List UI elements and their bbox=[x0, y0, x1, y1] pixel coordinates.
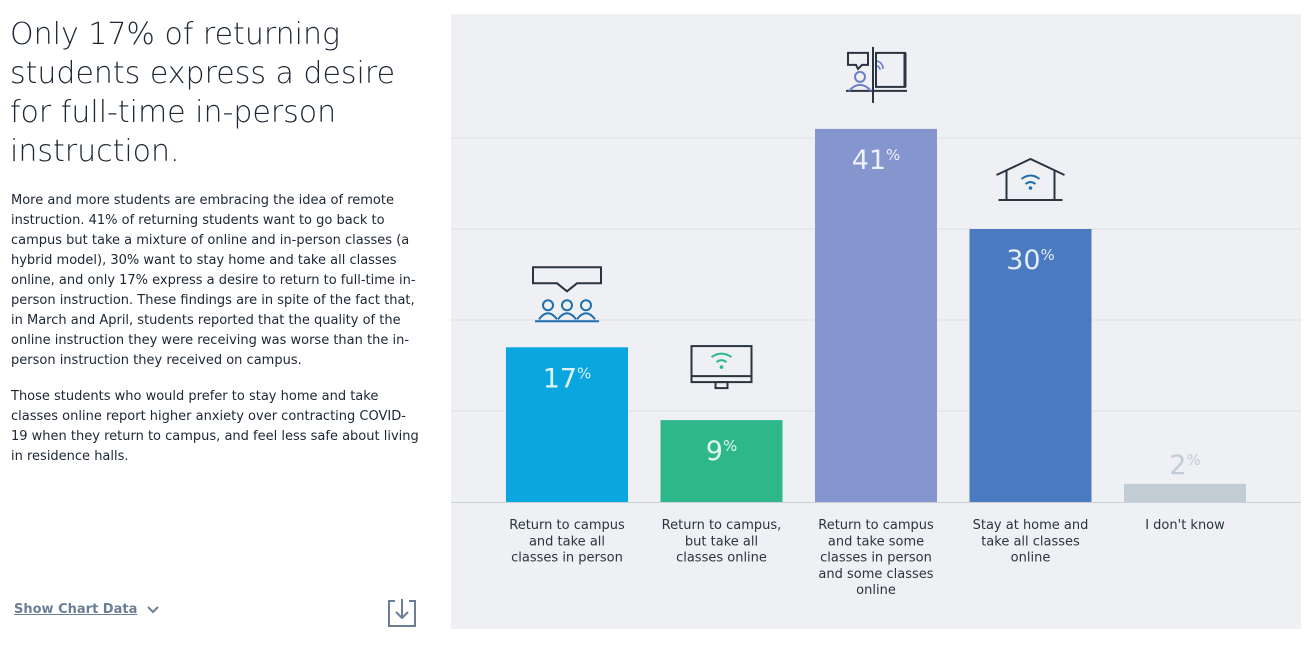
bar bbox=[969, 229, 1092, 502]
chevron-down-icon bbox=[147, 605, 160, 613]
bar bbox=[815, 128, 937, 502]
tick-label: I don't know bbox=[1145, 518, 1225, 533]
audience-icon bbox=[532, 266, 602, 323]
show-chart-data-label: Show Chart Data bbox=[14, 602, 138, 617]
tick-label: Return to campus, but take all classes onl… bbox=[662, 518, 782, 566]
text-panel: Only 17% of returning students express a… bbox=[0, 0, 440, 648]
body-paragraph-2: Those students who would prefer to stay … bbox=[11, 389, 419, 464]
hybrid-classroom-icon bbox=[846, 46, 907, 103]
tick-label: Return to campus and take some classes in … bbox=[818, 518, 934, 598]
headline: Only 17% of returning students express a… bbox=[10, 17, 396, 169]
bar bbox=[660, 420, 783, 502]
show-chart-data-toggle[interactable]: Show Chart Data bbox=[14, 602, 160, 617]
bar-chart: 17% Return to campus and take all classes i… bbox=[451, 46, 1301, 598]
chart-panel: 17% Return to campus and take all classes i… bbox=[451, 14, 1301, 629]
bar bbox=[1124, 483, 1246, 502]
data-label: 9% bbox=[706, 436, 737, 467]
body-paragraph-1: More and more students are embracing the… bbox=[11, 193, 416, 368]
data-label: 41% bbox=[852, 145, 901, 176]
data-label: 2% bbox=[1169, 450, 1200, 481]
bar bbox=[506, 347, 628, 502]
wifi-home-icon bbox=[996, 157, 1065, 201]
data-label: 17% bbox=[543, 363, 592, 394]
data-label: 30% bbox=[1006, 245, 1055, 276]
tick-label: Return to campus and take all classes in p… bbox=[509, 518, 625, 566]
download-button[interactable] bbox=[386, 597, 418, 629]
download-icon bbox=[388, 599, 416, 627]
tick-label: Stay at home and take all classes online bbox=[973, 518, 1089, 566]
wifi-monitor-icon bbox=[690, 345, 753, 390]
